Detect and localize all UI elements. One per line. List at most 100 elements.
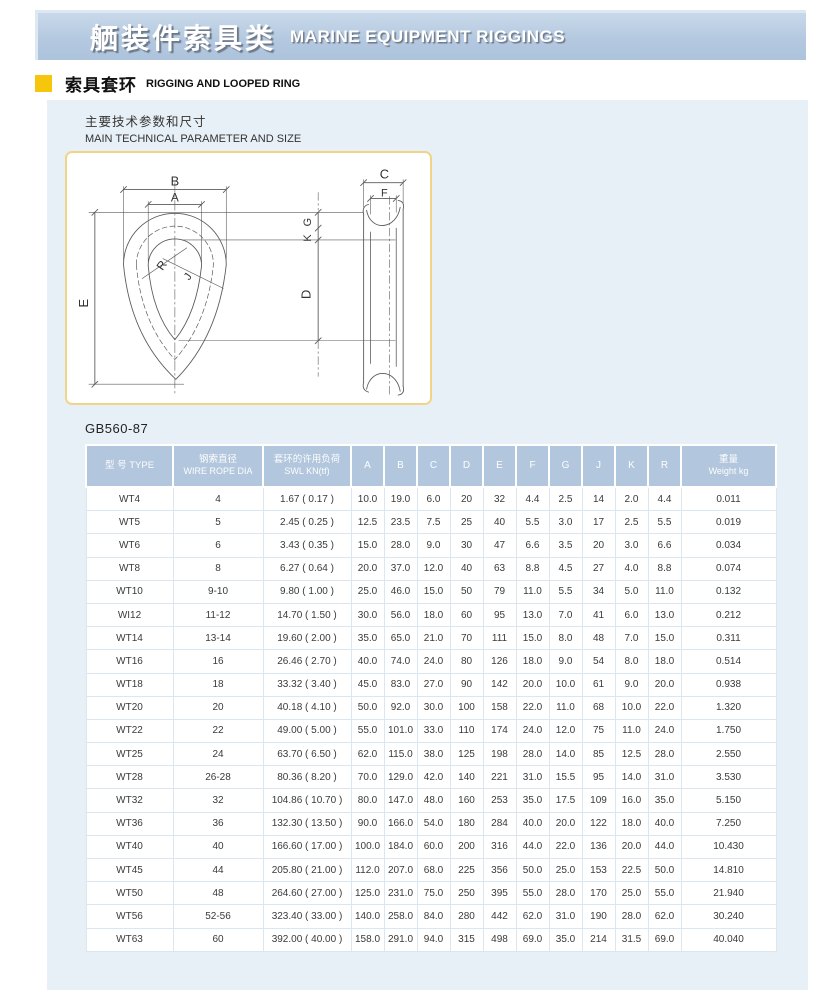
table-cell: 184.0: [383, 834, 418, 860]
table-row: WT5 5 2.45 ( 0.25 ) 12.5 23.5 7.5 25 40 5.5 3.0 17…: [85, 510, 777, 535]
table-cell: 153: [581, 857, 616, 883]
table-cell: 180: [449, 811, 484, 836]
table-cell: WT6: [85, 533, 174, 558]
table-cell: WI12: [85, 602, 174, 628]
table-cell: 20.0: [614, 834, 649, 860]
table-cell: 6.6: [515, 533, 550, 558]
column-header-wire-rope-dia: 钢索直径 WIRE ROPE DIA: [172, 444, 264, 488]
table-cell: 13.0: [647, 602, 682, 628]
table-cell: 0.034: [680, 533, 777, 558]
table-cell: 6.27 ( 0.64 ): [262, 556, 352, 581]
parameters-heading: 主要技术参数和尺寸 MAIN TECHNICAL PARAMETER AND S…: [85, 111, 301, 145]
table-cell: 4.0: [614, 556, 649, 581]
table-row: WT16 16 26.46 ( 2.70 ) 40.0 74.0 24.0 80 126 18.…: [85, 649, 777, 674]
table-cell: 20.0: [515, 672, 550, 697]
table-cell: 63.70 ( 6.50 ): [262, 742, 352, 767]
table-cell: 90.0: [350, 811, 385, 836]
table-cell: 315: [449, 927, 484, 952]
table-cell: 0.132: [680, 579, 777, 604]
table-cell: 225: [449, 857, 484, 883]
table-cell: 7.250: [680, 811, 777, 836]
table-cell: 22.0: [548, 834, 583, 860]
table-cell: 95: [482, 602, 517, 628]
table-cell: 3.5: [548, 533, 583, 558]
table-row: WT50 48 264.60 ( 27.00 ) 125.0 231.0 75.0 250 3…: [85, 881, 777, 906]
table-cell: 11.0: [515, 579, 550, 604]
table-cell: 22: [172, 718, 264, 744]
table-cell: 35.0: [647, 788, 682, 813]
table-row: WT10 9-10 9.80 ( 1.00 ) 25.0 46.0 15.0 50 79 11.…: [85, 579, 777, 604]
table-cell: 32: [482, 486, 517, 512]
table-cell: 284: [482, 811, 517, 836]
table-cell: 25.0: [350, 579, 385, 604]
table-cell: 9.0: [416, 533, 451, 558]
column-header-b: B: [383, 444, 418, 488]
table-cell: 40.18 ( 4.10 ): [262, 695, 352, 720]
dim-label-j: J: [182, 271, 195, 282]
table-cell: 70: [449, 626, 484, 651]
table-cell: 48.0: [416, 788, 451, 813]
table-cell: 15.5: [548, 765, 583, 790]
table-cell: 11.0: [548, 695, 583, 720]
table-cell: 6: [172, 533, 264, 558]
table-cell: WT32: [85, 788, 174, 813]
table-cell: 19.60 ( 2.00 ): [262, 626, 352, 651]
table-cell: 34: [581, 579, 616, 604]
table-cell: 5.5: [548, 579, 583, 604]
table-cell: 166.0: [383, 811, 418, 836]
table-cell: 0.514: [680, 649, 777, 674]
table-cell: WT18: [85, 672, 174, 697]
table-cell: 258.0: [383, 904, 418, 929]
table-cell: 54: [581, 649, 616, 674]
table-cell: 214: [581, 927, 616, 952]
table-cell: 25: [449, 510, 484, 535]
table-cell: 110: [449, 718, 484, 744]
table-cell: 41: [581, 602, 616, 628]
table-cell: 48: [581, 626, 616, 651]
table-cell: WT20: [85, 695, 174, 720]
table-cell: 104.86 ( 10.70 ): [262, 788, 352, 813]
table-cell: 31.5: [614, 927, 649, 952]
dim-label-a: A: [171, 190, 179, 204]
table-cell: 31.0: [647, 765, 682, 790]
table-cell: 291.0: [383, 927, 418, 952]
table-cell: 92.0: [383, 695, 418, 720]
table-cell: WT16: [85, 649, 174, 674]
table-cell: 14: [581, 486, 616, 512]
table-cell: 70.0: [350, 765, 385, 790]
table-row: WT4 4 1.67 ( 0.17 ) 10.0 19.0 6.0 20 32 4.4 2.5 14…: [85, 486, 777, 512]
table-cell: 2.550: [680, 742, 777, 767]
table-cell: WT50: [85, 881, 174, 906]
table-cell: 7.0: [548, 602, 583, 628]
spec-table-head: 型 号 TYPE 钢索直径 WIRE ROPE DIA 套环的许用负荷 SWL KN(t…: [85, 444, 777, 488]
table-cell: 55.0: [350, 718, 385, 744]
table-cell: 62.0: [350, 742, 385, 767]
column-header-f: F: [515, 444, 550, 488]
table-cell: 0.938: [680, 672, 777, 697]
table-row: WT14 13-14 19.60 ( 2.00 ) 35.0 65.0 21.0 70 111…: [85, 626, 777, 651]
table-cell: 6.0: [614, 602, 649, 628]
table-row: WT45 44 205.80 ( 21.00 ) 112.0 207.0 68.0 225 3…: [85, 857, 777, 883]
table-cell: 60: [449, 602, 484, 628]
table-cell: 101.0: [383, 718, 418, 744]
table-cell: 32: [172, 788, 264, 813]
column-header-g: G: [548, 444, 583, 488]
table-cell: 40.0: [515, 811, 550, 836]
table-cell: 22.0: [515, 695, 550, 720]
table-cell: 253: [482, 788, 517, 813]
table-cell: 2.0: [614, 486, 649, 512]
table-cell: 27: [581, 556, 616, 581]
table-cell: 63: [482, 556, 517, 581]
table-cell: 94.0: [416, 927, 451, 952]
table-cell: 12.5: [350, 510, 385, 535]
table-cell: 3.530: [680, 765, 777, 790]
table-cell: 15.0: [416, 579, 451, 604]
table-cell: 52-56: [172, 904, 264, 929]
banner-title-zh: 舾装件索具类: [90, 22, 277, 54]
table-cell: 56.0: [383, 602, 418, 628]
table-cell: 69.0: [647, 927, 682, 952]
dim-label-d: D: [298, 290, 313, 299]
table-cell: 83.0: [383, 672, 418, 697]
table-cell: WT10: [85, 579, 174, 604]
